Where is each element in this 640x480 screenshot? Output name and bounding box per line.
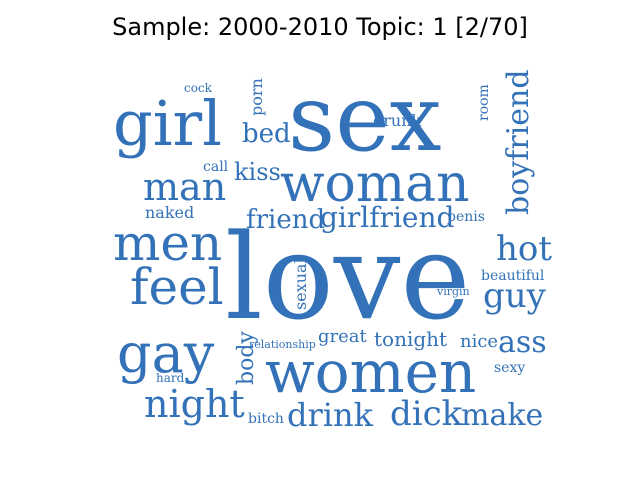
word-girlfriend: girlfriend bbox=[320, 201, 455, 234]
word-beautiful: beautiful bbox=[481, 268, 545, 284]
word-guy: guy bbox=[483, 276, 547, 316]
word-sexual: sexual bbox=[291, 258, 310, 310]
word-kiss: kiss bbox=[234, 158, 281, 186]
word-room: room bbox=[476, 84, 492, 121]
word-sex: sex bbox=[288, 65, 442, 172]
word-naked: naked bbox=[145, 203, 194, 222]
word-friend: friend bbox=[246, 205, 325, 235]
word-man: man bbox=[143, 165, 226, 209]
word-body: body bbox=[234, 331, 259, 385]
word-girl: girl bbox=[113, 87, 222, 160]
word-penis: penis bbox=[447, 209, 485, 225]
word-bitch: bitch bbox=[248, 411, 284, 427]
word-boyfriend: boyfriend bbox=[501, 69, 536, 215]
word-nice: nice bbox=[460, 331, 498, 352]
word-tonight: tonight bbox=[374, 327, 447, 351]
word-hot: hot bbox=[496, 229, 552, 269]
word-ass: ass bbox=[498, 325, 547, 360]
word-cock: cock bbox=[184, 81, 213, 95]
figure-title: Sample: 2000-2010 Topic: 1 [2/70] bbox=[112, 13, 528, 41]
word-make: make bbox=[461, 398, 543, 433]
word-dick: dick bbox=[390, 394, 463, 434]
word-feel: feel bbox=[130, 258, 224, 316]
word-women: women bbox=[265, 338, 476, 406]
word-virgin: virgin bbox=[436, 285, 470, 298]
word-drunk: drunk bbox=[373, 111, 422, 130]
word-relationship: relationship bbox=[249, 338, 316, 351]
word-bed: bed bbox=[242, 119, 291, 149]
word-drink: drink bbox=[287, 396, 374, 434]
word-sexy: sexy bbox=[494, 360, 525, 376]
word-porn: porn bbox=[247, 78, 266, 116]
word-call: call bbox=[203, 159, 229, 175]
word-hard: hard bbox=[156, 371, 185, 385]
word-men: men bbox=[113, 214, 222, 272]
word-night: night bbox=[144, 382, 245, 426]
word-woman: woman bbox=[280, 154, 470, 214]
word-great: great bbox=[318, 326, 368, 347]
word-love: love bbox=[225, 208, 470, 346]
word-gay: gay bbox=[117, 322, 215, 385]
